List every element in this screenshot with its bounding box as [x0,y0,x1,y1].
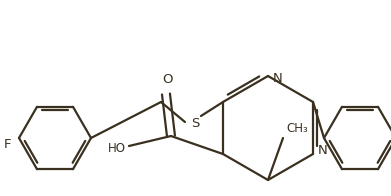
Text: F: F [4,138,11,151]
Text: S: S [191,116,199,130]
Text: CH₃: CH₃ [286,122,308,135]
Text: HO: HO [108,142,126,154]
Text: O: O [163,73,173,86]
Text: N: N [273,72,283,84]
Text: N: N [318,144,328,158]
